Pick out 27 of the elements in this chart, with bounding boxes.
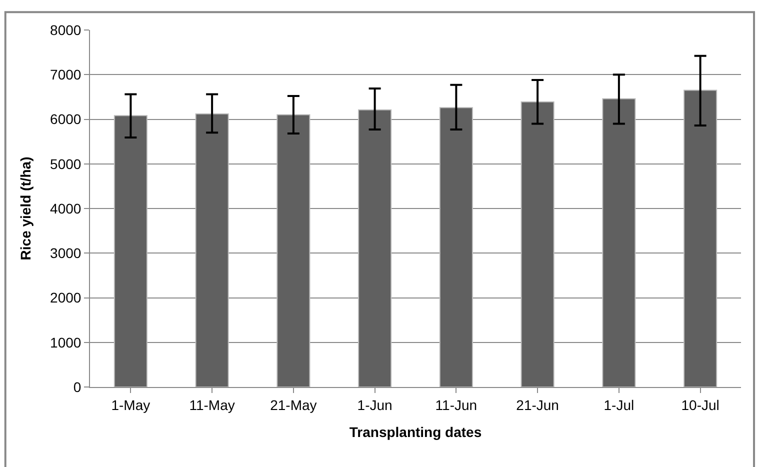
x-tick-label: 11-Jun <box>435 396 478 413</box>
y-tick-label: 5000 <box>50 156 82 172</box>
bar <box>439 107 473 387</box>
bar <box>684 90 718 387</box>
bar <box>195 113 229 387</box>
y-tick-label: 1000 <box>50 334 82 350</box>
x-tick-label: 1-Jun <box>357 396 392 413</box>
x-tick-label: 1-Jul <box>604 396 634 413</box>
bar <box>602 98 636 387</box>
bar <box>114 115 148 387</box>
bar <box>520 101 554 387</box>
x-tick-label: 10-Jul <box>681 396 720 413</box>
y-tick-label: 8000 <box>50 22 82 38</box>
x-tick-label: 21-Jun <box>516 396 559 413</box>
x-axis-title: Transplanting dates <box>349 424 482 440</box>
y-tick-label: 2000 <box>50 290 82 306</box>
bar <box>358 109 392 387</box>
y-tick-label: 7000 <box>50 66 82 83</box>
bar <box>276 114 310 387</box>
y-tick-label: 6000 <box>50 111 82 128</box>
x-tick-label: 1-May <box>111 396 150 413</box>
x-tick-label: 11-May <box>189 396 235 413</box>
y-axis-title: Rice yield (t/ha) <box>18 156 34 260</box>
x-tick-label: 21-May <box>270 396 317 413</box>
y-tick-label: 3000 <box>50 245 82 262</box>
y-tick-label: 4000 <box>50 200 82 216</box>
y-tick-label: 0 <box>73 378 82 395</box>
